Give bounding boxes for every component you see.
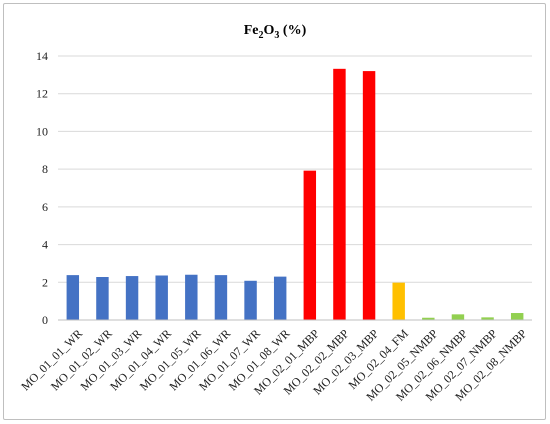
bar-mo-02-07-nmbp bbox=[481, 317, 494, 320]
bar-mo-01-04-wr bbox=[155, 275, 168, 320]
bar-mo-01-02-wr bbox=[96, 277, 109, 320]
bars bbox=[66, 68, 524, 320]
bar-mo-02-03-mbp bbox=[362, 71, 376, 320]
bar-mo-02-05-nmbp bbox=[422, 317, 435, 320]
chart-title-main: Fe bbox=[244, 23, 259, 38]
chart-title-sub1: 2 bbox=[259, 30, 264, 41]
bar-mo-01-06-wr bbox=[214, 275, 228, 320]
y-axis: 0 2 4 6 8 10 12 14 bbox=[36, 49, 48, 327]
gridlines bbox=[58, 55, 532, 283]
bar-mo-01-08-wr bbox=[273, 276, 287, 320]
y-tick-label: 14 bbox=[36, 49, 48, 63]
bar-mo-01-07-wr bbox=[244, 280, 257, 320]
chart-title-mid: O bbox=[264, 23, 275, 38]
bar-mo-02-04-fm bbox=[392, 282, 405, 320]
y-tick-label: 12 bbox=[36, 87, 48, 101]
bar-mo-02-08-nmbp bbox=[510, 313, 524, 320]
chart-title-sub2: 3 bbox=[274, 30, 279, 41]
bar-mo-01-01-wr bbox=[66, 275, 80, 320]
y-tick-label: 0 bbox=[42, 313, 48, 327]
y-tick-label: 8 bbox=[42, 162, 48, 176]
y-tick-label: 2 bbox=[42, 275, 48, 289]
chart-title-tail: (%) bbox=[279, 23, 306, 38]
bar-mo-02-01-mbp bbox=[303, 170, 317, 320]
bar-mo-02-02-mbp bbox=[333, 68, 346, 320]
chart-title: Fe2O3 (%) bbox=[244, 23, 307, 41]
bar-mo-01-03-wr bbox=[125, 276, 139, 320]
chart-frame bbox=[3, 3, 546, 420]
y-tick-label: 4 bbox=[42, 238, 48, 252]
y-tick-label: 6 bbox=[42, 200, 48, 214]
bar-mo-02-06-nmbp bbox=[451, 314, 465, 320]
x-axis: MO_01_01_WRMO_01_02_WRMO_01_03_WRMO_01_0… bbox=[18, 326, 530, 404]
bar-mo-01-05-wr bbox=[185, 274, 198, 320]
y-tick-label: 10 bbox=[36, 124, 48, 138]
